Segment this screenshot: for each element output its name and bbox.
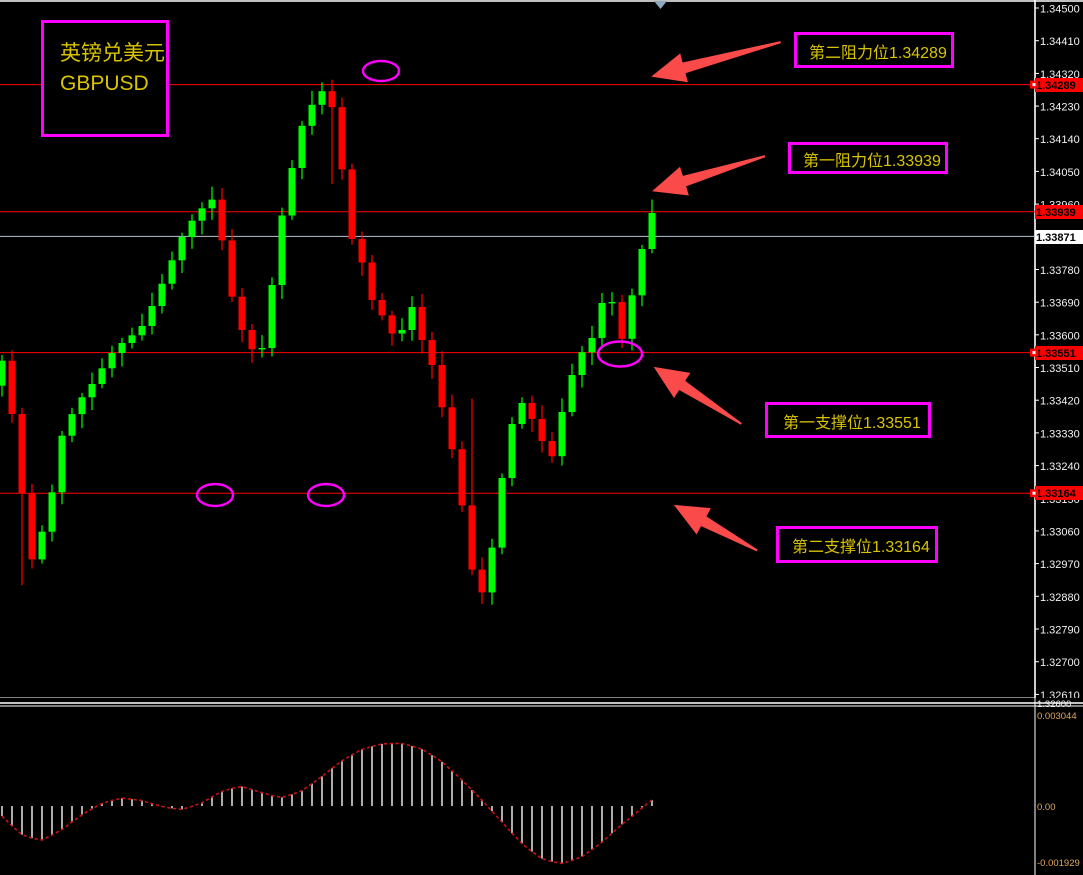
svg-text:1.32600: 1.32600 <box>1037 699 1071 710</box>
svg-text:-0.001929: -0.001929 <box>1037 858 1080 869</box>
svg-text:0.003044: 0.003044 <box>1037 711 1077 722</box>
svg-text:0.00: 0.00 <box>1037 802 1056 813</box>
